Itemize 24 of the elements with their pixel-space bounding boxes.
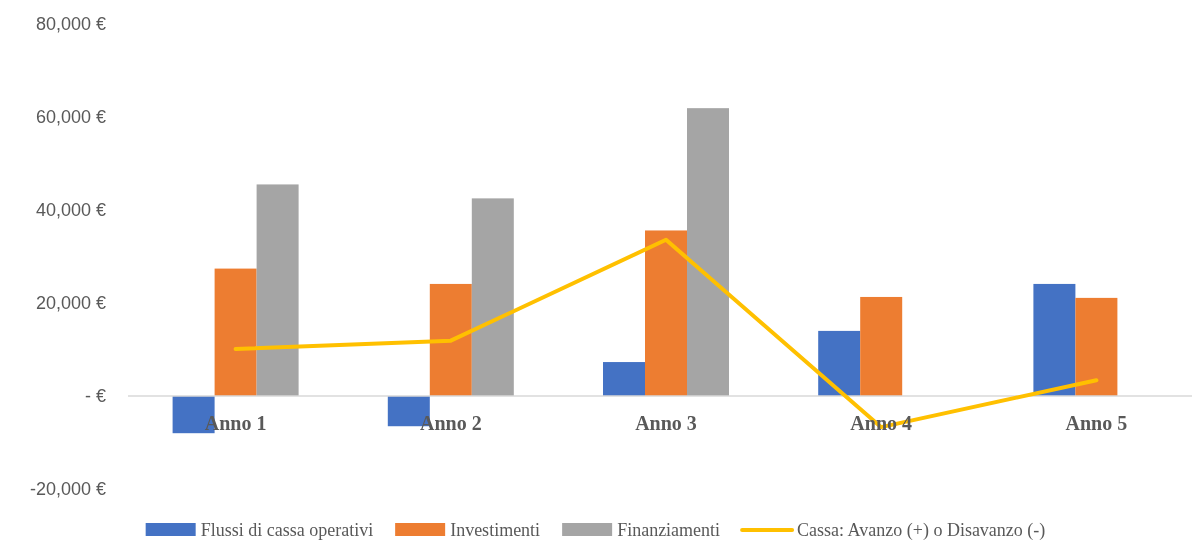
bar (687, 108, 729, 396)
bar (1033, 283, 1076, 396)
bar (256, 184, 299, 396)
x-tick-label: Anno 5 (1065, 412, 1128, 434)
bar (429, 283, 472, 396)
bar (471, 198, 514, 396)
bar (818, 330, 861, 396)
bar (645, 230, 687, 396)
legend-label: Investimenti (450, 520, 541, 540)
y-tick-label: 60,000 € (35, 107, 106, 128)
y-tick-label: 20,000 € (35, 293, 106, 314)
y-tick-label: -20,000 € (29, 479, 106, 500)
bar (860, 296, 903, 396)
x-tick-label: Anno 3 (635, 412, 697, 434)
y-tick-label: - € (84, 386, 106, 407)
legend-label: Cassa: Avanzo (+) o Disavanzo (-) (797, 520, 1046, 541)
y-tick-label: 80,000 € (35, 14, 106, 35)
bar (603, 362, 645, 396)
bar (214, 268, 257, 396)
x-tick-label: Anno 2 (419, 412, 482, 434)
legend-label: Finanziamenti (617, 520, 721, 540)
y-tick-label: 40,000 € (35, 200, 106, 221)
legend-label: Flussi di cassa operativi (200, 520, 374, 540)
bar (1075, 297, 1118, 396)
